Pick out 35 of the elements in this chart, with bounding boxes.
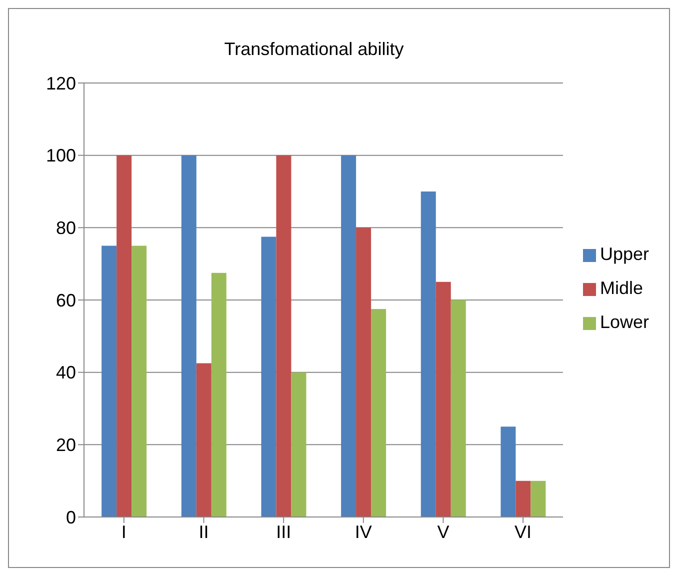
bar <box>181 155 196 517</box>
x-tick-label: I <box>121 522 126 542</box>
legend-label: Lower <box>600 312 649 332</box>
bar <box>276 155 292 517</box>
x-tick-label: IV <box>354 522 372 542</box>
y-tick-label: 60 <box>56 290 76 310</box>
bar <box>530 480 546 517</box>
x-tick-label: V <box>437 522 450 542</box>
bar <box>356 228 372 517</box>
bar <box>500 426 516 517</box>
y-tick-label: 100 <box>46 146 76 166</box>
bar <box>450 300 466 517</box>
bar <box>211 272 226 517</box>
y-tick-label: 120 <box>46 73 76 94</box>
bar <box>371 309 386 517</box>
legend-label: Midle <box>600 278 643 298</box>
bar <box>436 282 451 517</box>
y-tick-label: 0 <box>66 507 76 528</box>
bar <box>516 480 531 517</box>
bar <box>132 246 147 517</box>
y-tick-label: 40 <box>56 362 76 383</box>
x-tick-label: III <box>276 522 292 542</box>
bar <box>341 155 356 517</box>
bar <box>102 246 117 517</box>
chart-title: Transfomational ability <box>223 39 405 60</box>
bar <box>420 192 436 517</box>
bar <box>116 155 132 517</box>
x-tick-label: VI <box>514 522 532 542</box>
legend-label: Upper <box>600 244 649 264</box>
bar <box>291 372 306 517</box>
y-tick-label: 20 <box>56 435 76 456</box>
bar <box>261 236 276 517</box>
y-tick-label: 80 <box>56 218 76 238</box>
bar <box>196 363 212 517</box>
x-tick-label: II <box>198 522 209 542</box>
